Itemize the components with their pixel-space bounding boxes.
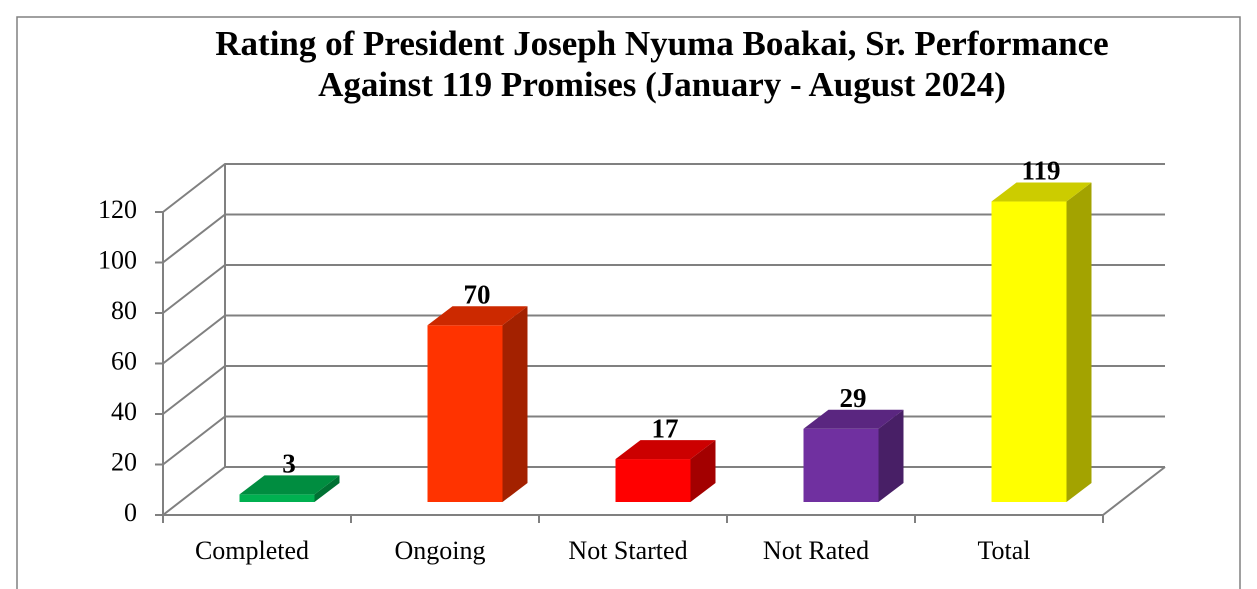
bar-front: [427, 325, 503, 502]
bar: [427, 306, 528, 502]
bar-front: [615, 459, 691, 502]
bar-front: [991, 201, 1067, 502]
value-label: 70: [464, 279, 491, 309]
y-tick-label: 100: [98, 245, 137, 274]
value-label: 29: [840, 383, 867, 413]
grid-line: [162, 264, 1165, 314]
bar-front: [239, 494, 315, 502]
x-tick-label: Not Started: [568, 536, 687, 565]
value-label: 119: [1021, 156, 1060, 186]
bar: [239, 475, 340, 502]
y-tick-label: 60: [111, 346, 137, 375]
value-label: 3: [282, 449, 296, 479]
x-tick-label: Ongoing: [395, 536, 486, 565]
y-tick-label: 80: [111, 296, 137, 325]
bar-top: [427, 306, 528, 326]
y-tick-label: 40: [111, 397, 137, 426]
bar-side: [502, 306, 528, 502]
grid-line: [162, 314, 1165, 365]
grid-line: [162, 365, 1165, 415]
bar: [803, 409, 904, 502]
bar-side: [690, 440, 716, 502]
y-tick-label: 20: [111, 447, 137, 476]
x-tick-label: Not Rated: [763, 536, 869, 565]
bar-top: [803, 409, 904, 429]
bar-side: [878, 409, 904, 502]
bar-front: [803, 428, 879, 502]
bar-top: [615, 440, 716, 460]
chart-title: Rating of President Joseph Nyuma Boakai,…: [215, 24, 1108, 63]
bar-top: [239, 475, 340, 495]
chart-title: Against 119 Promises (January - August 2…: [318, 65, 1006, 104]
value-label: 17: [652, 413, 679, 443]
bar-side: [314, 475, 340, 502]
chart-border: [16, 16, 1241, 589]
bar: [991, 182, 1092, 502]
bar-side: [1066, 182, 1092, 502]
grid-line: [162, 213, 1165, 264]
x-tick-label: Completed: [195, 536, 309, 565]
y-tick-label: 120: [98, 195, 137, 224]
grid-line: [162, 163, 1165, 213]
bar-top: [991, 182, 1092, 202]
bar: [615, 440, 716, 502]
y-tick-label: 0: [124, 498, 137, 527]
x-tick-label: Total: [977, 536, 1030, 565]
